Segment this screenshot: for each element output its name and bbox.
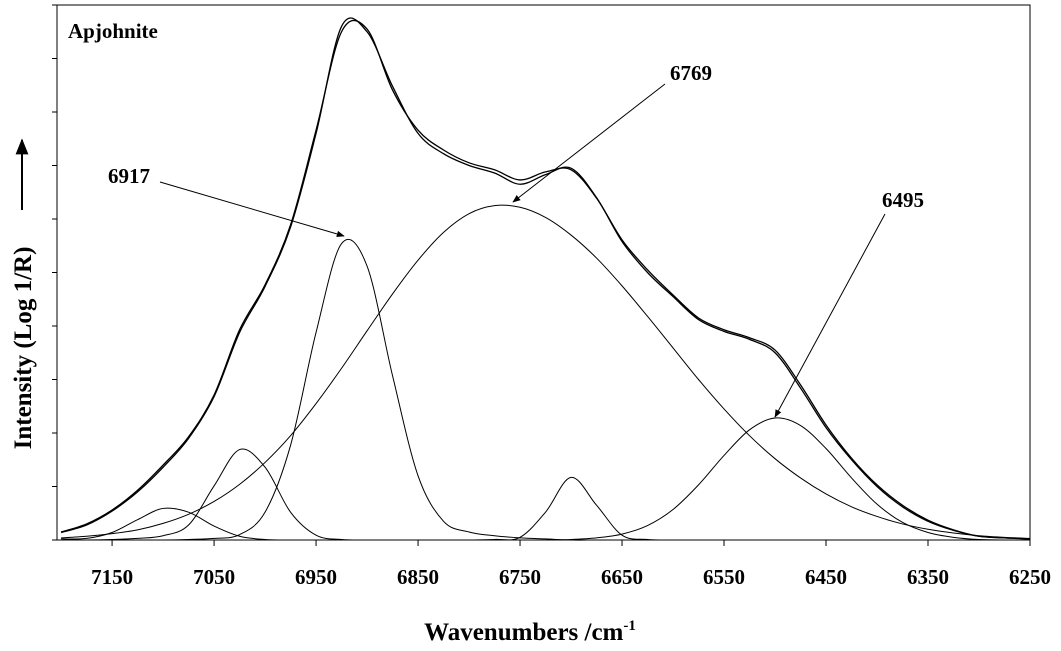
x-tick-label: 6450 — [805, 565, 847, 589]
x-tick-label: 6950 — [295, 565, 337, 589]
x-tick-label: 6250 — [1009, 565, 1051, 589]
x-tick-label: 7150 — [91, 565, 133, 589]
x-tick-label: 6850 — [397, 565, 439, 589]
spectrum-line — [61, 417, 1031, 541]
x-tick-label: 7050 — [193, 565, 235, 589]
annotation: 6495 — [882, 188, 924, 212]
annotation: 6769 — [670, 61, 712, 85]
spectrum-line — [60, 19, 1031, 540]
spectrum-line — [61, 204, 1031, 539]
chart-title: Apjohnite — [68, 19, 158, 43]
spectrum-line — [61, 448, 1030, 541]
plot-frame — [56, 4, 1031, 541]
x-axis-title-sup: -1 — [623, 618, 636, 634]
x-tick-label: 6750 — [499, 565, 541, 589]
annotation-arrow — [512, 83, 666, 203]
x-tick-label: 6650 — [601, 565, 643, 589]
x-axis-title-text: Wavenumbers /cm — [424, 619, 623, 646]
x-tick-label: 6550 — [703, 565, 745, 589]
annotation-arrow — [774, 213, 886, 418]
y-axis-title: Intensity (Log 1/R) — [10, 247, 37, 450]
annotation: 6917 — [108, 164, 150, 188]
x-axis-title: Wavenumbers /cm-1 — [424, 618, 636, 646]
spectrum-line — [61, 238, 1030, 541]
spectrum-line — [61, 476, 1030, 541]
annotation-arrow — [159, 181, 345, 238]
x-tick-label: 6350 — [907, 565, 949, 589]
spectrum-line — [60, 17, 1031, 540]
